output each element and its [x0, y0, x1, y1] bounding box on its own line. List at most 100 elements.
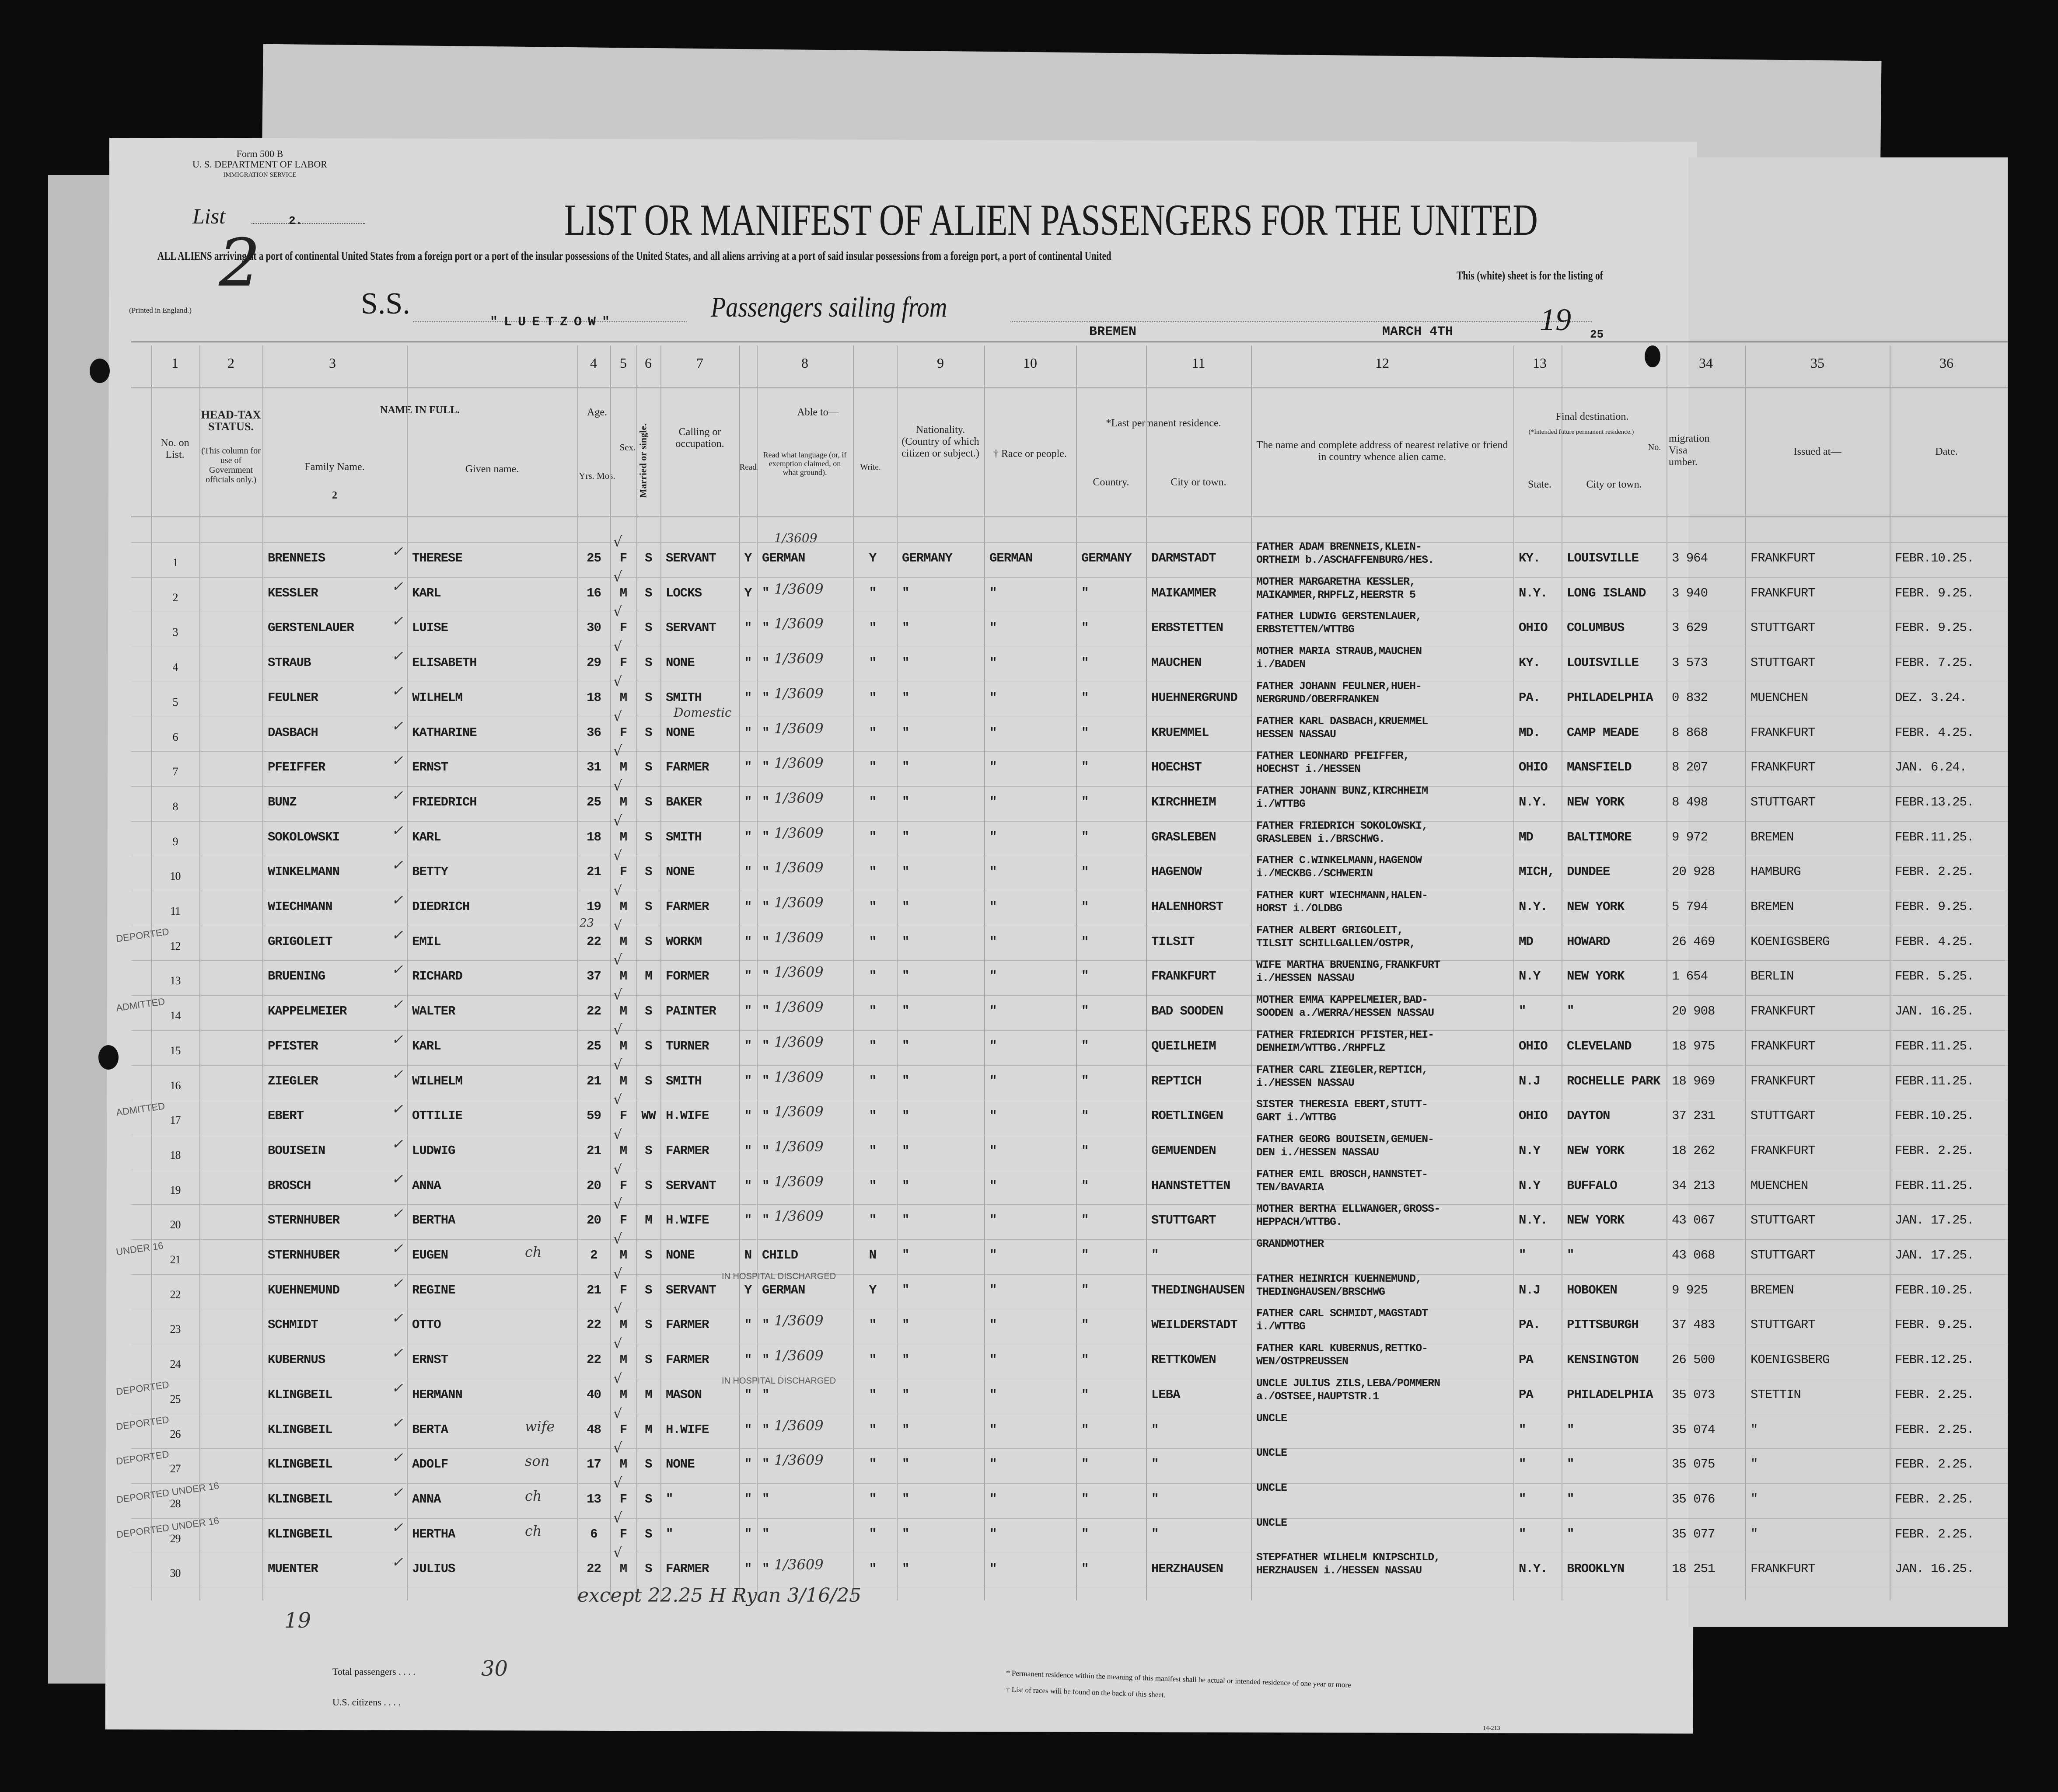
- city-cell: QUEILHEIM: [1151, 1039, 1216, 1053]
- race-cell: ": [989, 969, 997, 984]
- column-divider: [610, 345, 611, 1600]
- read-cell: ": [744, 690, 752, 705]
- column-number: 35: [1810, 355, 1824, 371]
- occupation-cell: FORMER: [666, 969, 709, 984]
- occupation-cell: SMITH: [666, 830, 702, 844]
- language-cell: ": [762, 621, 769, 635]
- write-cell: ": [869, 1353, 877, 1367]
- handwritten-occupation: Domestic: [674, 705, 732, 720]
- check-mark-icon: √: [613, 1126, 622, 1143]
- language-cell: GERMAN: [762, 551, 805, 565]
- visa-cell: 8 207: [1672, 760, 1708, 775]
- country-cell: ": [1081, 655, 1089, 670]
- read-cell: ": [744, 1492, 752, 1506]
- race-cell: ": [989, 1248, 997, 1262]
- dest-city-cell: DUNDEE: [1567, 865, 1610, 879]
- dest-city-cell: NEW YORK: [1567, 969, 1625, 984]
- visa-date-cell: FEBR. 2.25.: [1895, 1387, 1974, 1402]
- visa-cell: 0 832: [1672, 690, 1708, 705]
- married-cell: S: [645, 760, 652, 775]
- sailing-from-label: Passengers sailing from: [711, 291, 947, 323]
- visa-cell: 43 067: [1672, 1213, 1715, 1228]
- issued-cell: HAMBURG: [1751, 865, 1801, 879]
- issued-cell: STUTTGART: [1751, 1213, 1816, 1228]
- state-cell: KY.: [1519, 655, 1541, 670]
- handwritten-relation: ch: [525, 1487, 542, 1504]
- sex-cell: F: [619, 1492, 627, 1506]
- country-cell: ": [1081, 586, 1089, 600]
- race-cell: ": [989, 1178, 997, 1193]
- sex-cell: M: [619, 934, 627, 949]
- read-cell: ": [744, 865, 752, 879]
- visa-date-cell: FEBR. 4.25.: [1895, 934, 1974, 949]
- family-cell: BRUENING: [268, 969, 325, 984]
- check-mark-icon: √: [613, 603, 622, 620]
- column-number: 9: [937, 355, 944, 371]
- city-cell: RETTKOWEN: [1151, 1353, 1216, 1367]
- check-mark-icon: √: [613, 1231, 622, 1247]
- family-cell: GRIGOLEIT: [268, 934, 333, 949]
- age-cell: 25: [587, 551, 601, 565]
- check-mark-icon: ✓: [391, 1554, 403, 1571]
- visa-date-cell: FEBR.11.25.: [1895, 1039, 1974, 1053]
- visa-date-cell: FEBR.12.25.: [1895, 1353, 1974, 1367]
- relative-address: FATHER CARL SCHMIDT,MAGSTADT i./WTTBG: [1256, 1307, 1428, 1333]
- no-cell: 30: [170, 1567, 181, 1580]
- no-cell: 9: [172, 835, 178, 848]
- visa-date-cell: FEBR.10.25.: [1895, 551, 1974, 565]
- no-cell: 5: [172, 695, 178, 708]
- age-cell: 30: [587, 621, 601, 635]
- check-mark-icon: √: [613, 882, 622, 899]
- issued-cell: STUTTGART: [1751, 621, 1816, 635]
- race-cell: ": [989, 1457, 997, 1472]
- family-cell: STERNHUBER: [268, 1213, 340, 1228]
- visa-cell: 3 573: [1672, 655, 1708, 670]
- table-row: 23 SCHMIDT OTTO 22 M S FARMER " " " " " " WEILDERSTAD…: [0, 1301, 2058, 1344]
- relative-address-line: FATHER HEINRICH KUEHNEMUND,: [1256, 1272, 1422, 1285]
- issued-cell: STUTTGART: [1751, 1248, 1816, 1262]
- city-cell: HAGENOW: [1151, 865, 1202, 879]
- race-cell: ": [989, 586, 997, 600]
- row-divider: [131, 542, 2008, 543]
- check-mark-icon: ✓: [391, 1240, 403, 1257]
- column-number: 13: [1533, 355, 1547, 371]
- relative-address-line: HESSEN NASSAU: [1256, 728, 1336, 741]
- relative-address: MOTHER EMMA KAPPELMEIER,BAD- SOODEN a./WE…: [1256, 994, 1434, 1020]
- race-cell: ": [989, 1109, 997, 1123]
- race-cell: ": [989, 1143, 997, 1158]
- check-mark-icon: √: [613, 1509, 622, 1526]
- header-race: † Race or people.: [993, 448, 1067, 460]
- age-cell: 21: [587, 865, 601, 879]
- sex-cell: M: [619, 1387, 627, 1402]
- column-number: 5: [620, 355, 627, 371]
- occupation-cell: H.WIFE: [666, 1422, 709, 1437]
- relative-address: UNCLE: [1256, 1412, 1287, 1425]
- handwritten-visa-note: 1/3609: [774, 720, 824, 737]
- language-cell: ": [762, 586, 769, 600]
- city-cell: HERZHAUSEN: [1151, 1562, 1223, 1576]
- given-cell: WILHELM: [412, 690, 463, 705]
- relative-address: FATHER FRIEDRICH SOKOLOWSKI, GRASLEBEN i.…: [1256, 819, 1428, 846]
- city-cell: ": [1151, 1527, 1159, 1541]
- language-cell: ": [762, 1318, 769, 1332]
- visa-cell: 3 629: [1672, 621, 1708, 635]
- relative-address: STEPFATHER WILHELM KNIPSCHILD, HERZHAUSEN…: [1256, 1551, 1440, 1577]
- married-cell: M: [645, 1387, 652, 1402]
- nationality-cell: ": [902, 1283, 909, 1297]
- handwritten-age-correction: 23: [580, 916, 594, 930]
- department: U. S. DEPARTMENT OF LABOR: [192, 159, 327, 170]
- check-mark-icon: √: [613, 1440, 622, 1457]
- check-mark-icon: ✓: [391, 1135, 403, 1152]
- race-cell: ": [989, 1318, 997, 1332]
- city-cell: ": [1151, 1492, 1159, 1506]
- handwritten-visa-note: 1/3609: [774, 789, 824, 806]
- header-calling: Calling or occupation.: [675, 426, 724, 450]
- row-divider: [131, 995, 2008, 996]
- occupation-cell: NONE: [666, 1457, 695, 1472]
- visa-cell: 18 975: [1672, 1039, 1715, 1053]
- check-mark-icon: ✓: [391, 1275, 403, 1292]
- country-cell: ": [1081, 1387, 1089, 1402]
- visa-cell: 8 868: [1672, 725, 1708, 740]
- occupation-cell: FARMER: [666, 1143, 709, 1158]
- issued-cell: BERLIN: [1751, 969, 1794, 984]
